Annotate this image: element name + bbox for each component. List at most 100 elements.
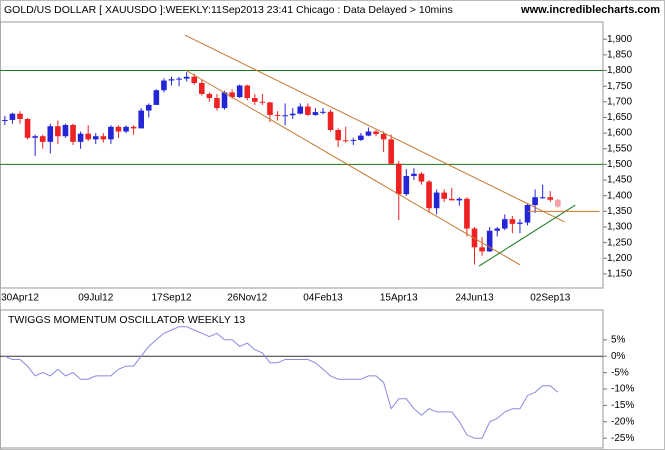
candle-body [335,129,341,141]
x-tick-label: 24Jun13 [455,293,494,304]
y-tick-label: 1,350 [607,206,632,217]
candle-body [509,219,516,224]
y-tick-label: 1,200 [607,253,632,264]
oscillator-line [4,326,559,439]
candle-body [297,106,304,114]
y-tick-label: 1,250 [607,237,632,248]
candle-body [327,111,334,130]
candle-body [320,111,326,113]
candle-body [92,136,99,140]
candle-body [214,98,220,109]
y-tick-label: 1,550 [607,143,632,154]
candle-body [77,133,84,142]
y-tick-label: 1,150 [607,269,632,280]
source[interactable]: www.incrediblecharts.com [520,4,660,16]
candle-body [373,131,379,135]
candle-body [47,126,54,142]
candle-body [502,219,508,229]
candle-body [403,175,410,195]
candle-body [176,78,182,80]
candle-body [9,113,16,120]
candle-body [441,192,447,199]
candle-body [380,134,387,140]
candle-body [153,90,160,105]
trend-line [184,34,565,223]
y-tick-label: 1,600 [607,128,632,139]
candle-body [411,173,417,176]
y-tick-label: -25% [611,433,634,444]
candle-body [267,102,273,115]
candle-body [358,135,364,140]
y-tick-label: 1,700 [607,96,632,107]
candle-body [448,198,455,201]
candle-body [85,133,91,140]
candle-body [365,131,372,136]
candle-body [456,198,463,201]
x-tick-label: 15Apr13 [380,293,418,304]
candle-body [236,85,243,98]
candle-body [486,230,493,252]
candle-body [70,124,76,142]
candle-body [539,197,546,199]
candle-body [289,113,296,116]
candle-body [244,85,251,99]
price-panel [0,21,604,289]
candle-body [524,205,531,223]
y-tick-label: 5% [611,334,626,345]
candle-body [229,92,235,98]
candle-body [161,80,167,91]
candle-body [130,126,137,129]
trend-line [478,204,576,267]
candle-body [547,197,554,200]
candle-body [2,119,8,121]
candle-body [517,222,523,224]
candle-body [123,126,129,132]
candle-body [388,139,394,164]
candle-body [555,199,561,207]
x-tick-label: 02Sep13 [530,293,570,304]
candle-body [145,104,152,111]
candle-body [282,115,288,117]
candle-body [62,124,69,137]
chart-title: GOLD/US DOLLAR [ XAUUSDO ]:WEEKLY:11Sep2… [4,4,453,16]
y-tick-label: -5% [611,367,629,378]
candle-body [426,181,432,209]
y-tick-label: 1,300 [607,222,632,233]
candle-body [221,92,228,109]
candle-body [138,110,144,129]
x-tick-label: 09Jul12 [78,293,113,304]
x-tick-label: 30Apr12 [1,293,39,304]
candle-body [115,126,122,132]
candle-body [350,139,357,141]
x-tick-label: 26Nov12 [227,293,267,304]
y-tick-label: 1,450 [607,175,632,186]
candle-body [305,106,311,115]
candle-body [100,136,107,140]
y-tick-label: 1,500 [607,159,632,170]
y-tick-label: 1,850 [607,49,632,60]
candle-body [418,173,425,182]
candle-body [342,140,349,142]
oscillator-title: TWIGGS MOMENTUM OSCILLATOR WEEKLY 13 [8,314,245,326]
candle-body [274,114,281,116]
y-tick-label: -20% [611,416,634,427]
candle-body [183,76,190,79]
candle-body [199,83,205,94]
x-tick-label: 04Feb13 [303,293,343,304]
y-tick-label: 1,800 [607,65,632,76]
candle-body [191,76,198,84]
candle-body [312,112,319,115]
candle-body [433,192,440,209]
y-tick-label: 0% [611,351,626,362]
oscillator-panel [0,309,604,449]
y-tick-label: 1,750 [607,81,632,92]
candle-body [168,79,175,81]
candle-body [532,197,538,206]
y-tick-label: 1,900 [607,34,632,45]
y-tick-label: 1,400 [607,190,632,201]
y-tick-label: -10% [611,384,634,395]
candle-body [259,101,266,103]
candle-body [464,198,470,229]
